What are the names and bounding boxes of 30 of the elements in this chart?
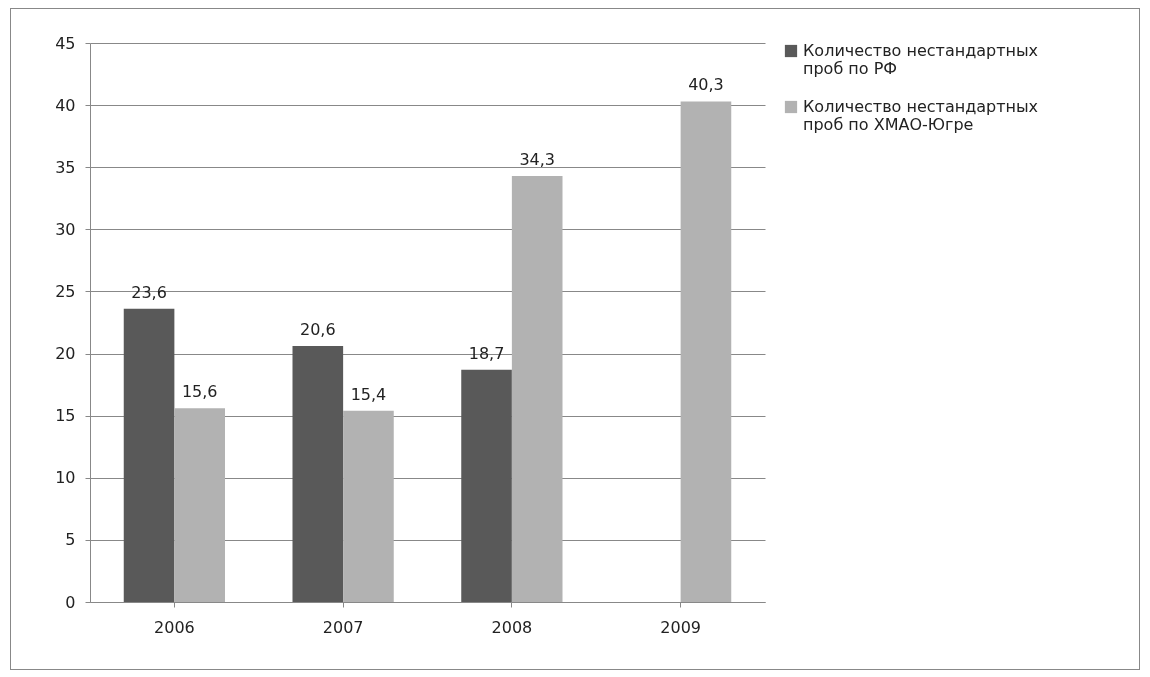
legend-label: Количество нестандартных проб по РФ: [803, 41, 1039, 78]
legend-label: Количество нестандартных проб по ХМАО-Югре: [803, 97, 1039, 134]
data-label: 15,6: [181, 382, 218, 402]
x-tick-label: 2008: [491, 617, 533, 637]
bar: [461, 369, 512, 602]
x-tick-label: 2009: [660, 617, 701, 637]
y-tick-label: 10: [55, 468, 76, 488]
data-label: 15,4: [350, 384, 387, 404]
bar: [292, 346, 344, 602]
y-tick-label: 45: [55, 33, 76, 53]
y-tick-label: 5: [65, 530, 76, 550]
y-tick-label: 25: [55, 281, 76, 301]
y-tick-label: 15: [55, 406, 76, 426]
bar: [123, 308, 175, 602]
bar: [511, 175, 563, 602]
x-tick-label: 2006: [154, 617, 195, 637]
data-label: 34,3: [519, 149, 555, 169]
data-label: 23,6: [131, 282, 167, 302]
bar: [174, 408, 225, 602]
y-tick-label: 40: [55, 95, 76, 115]
data-label: 20,6: [300, 320, 336, 340]
bar: [343, 410, 394, 602]
y-tick-label: 30: [55, 219, 76, 239]
x-tick-label: 2007: [322, 617, 364, 637]
y-tick-label: 20: [55, 344, 76, 364]
data-label: 18,7: [468, 343, 505, 363]
data-label: 40,3: [688, 75, 724, 95]
bar: [680, 101, 732, 602]
y-tick-label: 0: [65, 592, 76, 612]
y-tick-label: 35: [55, 157, 76, 177]
